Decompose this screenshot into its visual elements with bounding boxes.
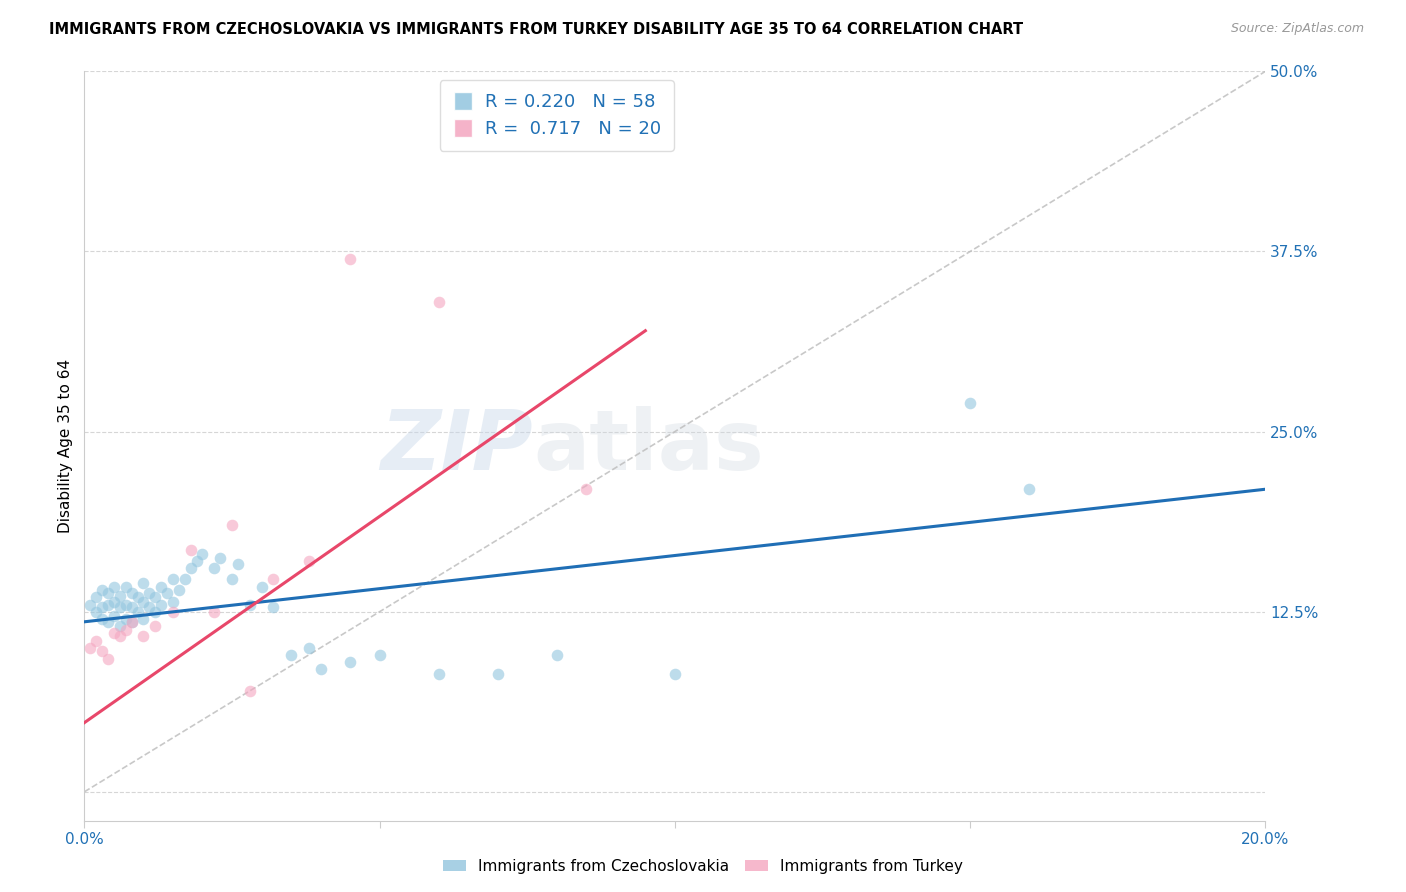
- Point: [121, 615, 143, 629]
- Point: [209, 551, 232, 566]
- Text: IMMIGRANTS FROM CZECHOSLOVAKIA VS IMMIGRANTS FROM TURKEY DISABILITY AGE 35 TO 64: IMMIGRANTS FROM CZECHOSLOVAKIA VS IMMIGR…: [49, 22, 1024, 37]
- Point: [114, 612, 136, 626]
- Point: [186, 554, 208, 568]
- Point: [427, 666, 450, 681]
- Point: [221, 518, 243, 533]
- Point: [309, 662, 332, 676]
- Point: [108, 629, 131, 643]
- Point: [427, 294, 450, 309]
- Point: [108, 600, 131, 615]
- Point: [202, 561, 225, 575]
- Point: [84, 591, 107, 605]
- Point: [91, 612, 114, 626]
- Point: [664, 666, 686, 681]
- Point: [108, 619, 131, 633]
- Point: [132, 594, 155, 608]
- Point: [121, 586, 143, 600]
- Point: [156, 586, 179, 600]
- Point: [280, 648, 302, 662]
- Text: Source: ZipAtlas.com: Source: ZipAtlas.com: [1230, 22, 1364, 36]
- Text: ZIP: ZIP: [381, 406, 533, 486]
- Point: [114, 580, 136, 594]
- Point: [132, 575, 155, 590]
- Point: [138, 586, 160, 600]
- Point: [97, 652, 120, 666]
- Point: [180, 561, 202, 575]
- Point: [114, 624, 136, 638]
- Point: [298, 554, 321, 568]
- Point: [143, 619, 166, 633]
- Point: [298, 640, 321, 655]
- Point: [959, 396, 981, 410]
- Point: [239, 684, 262, 698]
- Point: [103, 580, 125, 594]
- Point: [103, 609, 125, 624]
- Point: [108, 589, 131, 603]
- Point: [546, 648, 568, 662]
- Point: [121, 615, 143, 629]
- Point: [368, 648, 391, 662]
- Point: [84, 633, 107, 648]
- Text: atlas: atlas: [533, 406, 763, 486]
- Point: [114, 598, 136, 612]
- Point: [226, 557, 249, 571]
- Point: [575, 482, 598, 496]
- Point: [79, 598, 101, 612]
- Point: [167, 583, 190, 598]
- Legend: R = 0.220   N = 58, R =  0.717   N = 20: R = 0.220 N = 58, R = 0.717 N = 20: [440, 80, 673, 151]
- Point: [339, 655, 361, 669]
- Point: [162, 605, 184, 619]
- Point: [91, 600, 114, 615]
- Point: [143, 605, 166, 619]
- Point: [103, 626, 125, 640]
- Point: [180, 542, 202, 557]
- Y-axis label: Disability Age 35 to 64: Disability Age 35 to 64: [58, 359, 73, 533]
- Point: [150, 598, 173, 612]
- Point: [262, 600, 284, 615]
- Point: [121, 600, 143, 615]
- Point: [132, 612, 155, 626]
- Point: [1018, 482, 1040, 496]
- Point: [486, 666, 509, 681]
- Point: [138, 600, 160, 615]
- Point: [162, 594, 184, 608]
- Point: [202, 605, 225, 619]
- Point: [97, 615, 120, 629]
- Point: [262, 572, 284, 586]
- Point: [162, 572, 184, 586]
- Legend: Immigrants from Czechoslovakia, Immigrants from Turkey: Immigrants from Czechoslovakia, Immigran…: [437, 853, 969, 880]
- Point: [91, 583, 114, 598]
- Point: [79, 640, 101, 655]
- Point: [250, 580, 273, 594]
- Point: [191, 547, 214, 561]
- Point: [173, 572, 195, 586]
- Point: [339, 252, 361, 266]
- Point: [143, 591, 166, 605]
- Point: [84, 605, 107, 619]
- Point: [221, 572, 243, 586]
- Point: [103, 594, 125, 608]
- Point: [127, 605, 149, 619]
- Point: [150, 580, 173, 594]
- Point: [127, 591, 149, 605]
- Point: [97, 598, 120, 612]
- Point: [91, 643, 114, 657]
- Point: [239, 598, 262, 612]
- Point: [97, 586, 120, 600]
- Point: [132, 629, 155, 643]
